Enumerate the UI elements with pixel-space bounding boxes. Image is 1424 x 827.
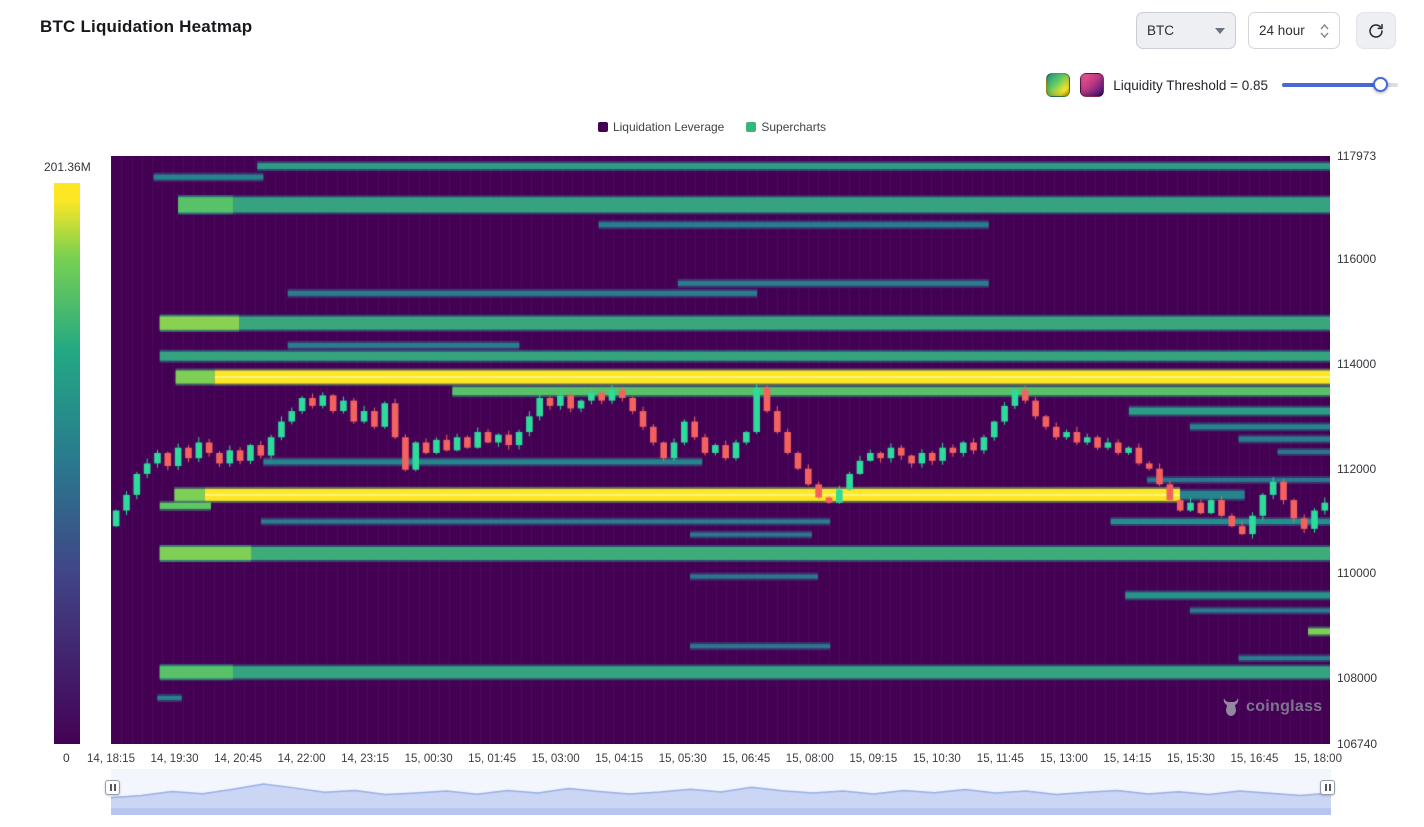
coinglass-text: coinglass (1246, 698, 1323, 715)
time-tick-label: 15, 01:45 (468, 753, 517, 765)
price-tick-label: 106740 (1337, 737, 1378, 751)
refresh-button[interactable] (1356, 12, 1396, 49)
navigator[interactable] (105, 769, 1335, 815)
chevron-down-icon (1215, 27, 1225, 34)
time-tick-label: 15, 03:00 (531, 753, 580, 765)
price-tick-label: 117973 (1337, 149, 1377, 163)
price-tick-label: 110000 (1337, 566, 1377, 581)
page-title: BTC Liquidation Heatmap (40, 17, 253, 36)
time-tick-label: 15, 09:15 (849, 753, 898, 765)
time-tick-label: 15, 16:45 (1230, 753, 1279, 765)
price-tick-label: 112000 (1337, 461, 1377, 476)
colorbar-min-label: 0 (63, 751, 70, 765)
time-tick-label: 14, 19:30 (150, 753, 199, 765)
time-tick-label: 14, 23:15 (341, 753, 390, 765)
price-tick-label: 114000 (1337, 356, 1377, 371)
legend-label-liquidation-leverage: Liquidation Leverage (612, 120, 725, 134)
time-tick-label: 15, 14:15 (1103, 753, 1152, 765)
legend: Liquidation Leverage Supercharts (0, 120, 1424, 134)
palette-green-button[interactable] (1046, 73, 1070, 97)
chevron-updown-icon (1320, 23, 1329, 38)
legend-label-supercharts: Supercharts (761, 120, 827, 134)
navigator-canvas[interactable] (111, 769, 1331, 815)
time-tick-label: 14, 18:15 (87, 753, 135, 765)
time-tick-label: 15, 13:00 (1039, 753, 1088, 765)
time-tick-label: 15, 11:45 (976, 753, 1024, 765)
slider-handle[interactable] (1372, 77, 1388, 92)
legend-item-liquidation-leverage[interactable]: Liquidation Leverage (597, 120, 725, 134)
coinglass-watermark: coinglass (1222, 697, 1323, 717)
symbol-select-value: BTC (1147, 23, 1174, 38)
price-tick-label: 108000 (1337, 671, 1378, 686)
liquidity-threshold-label: Liquidity Threshold = 0.85 (1113, 78, 1268, 93)
interval-select[interactable]: 24 hour (1248, 12, 1340, 49)
price-tick-label: 116000 (1337, 252, 1377, 267)
interval-select-value: 24 hour (1259, 23, 1305, 38)
time-tick-label: 14, 20:45 (214, 753, 263, 765)
navigator-right-handle[interactable] (1320, 780, 1335, 795)
symbol-select[interactable]: BTC (1136, 12, 1236, 49)
navigator-left-handle[interactable] (105, 780, 120, 795)
threshold-slider[interactable] (1282, 77, 1398, 93)
legend-swatch-liquidation-leverage (597, 122, 608, 132)
legend-swatch-supercharts (746, 122, 757, 132)
colorbar-max-label: 201.36M (44, 160, 91, 174)
coinglass-logo-icon (1223, 698, 1239, 716)
time-tick-label: 15, 06:45 (722, 753, 771, 765)
palette-pink-button[interactable] (1080, 73, 1104, 97)
time-tick-label: 15, 05:30 (658, 753, 707, 765)
colorbar (54, 183, 80, 744)
time-tick-label: 15, 10:30 (912, 753, 961, 765)
time-tick-label: 15, 18:00 (1294, 753, 1342, 765)
refresh-icon (1369, 23, 1383, 38)
heatmap-canvas[interactable] (111, 156, 1330, 744)
slider-track[interactable] (1282, 83, 1398, 87)
time-tick-label: 15, 08:00 (785, 753, 834, 765)
time-tick-label: 15, 00:30 (404, 753, 453, 765)
time-tick-label: 14, 22:00 (277, 753, 326, 765)
legend-item-supercharts[interactable]: Supercharts (746, 120, 826, 134)
time-tick-label: 15, 04:15 (595, 753, 644, 765)
time-tick-label: 15, 15:30 (1166, 753, 1215, 765)
